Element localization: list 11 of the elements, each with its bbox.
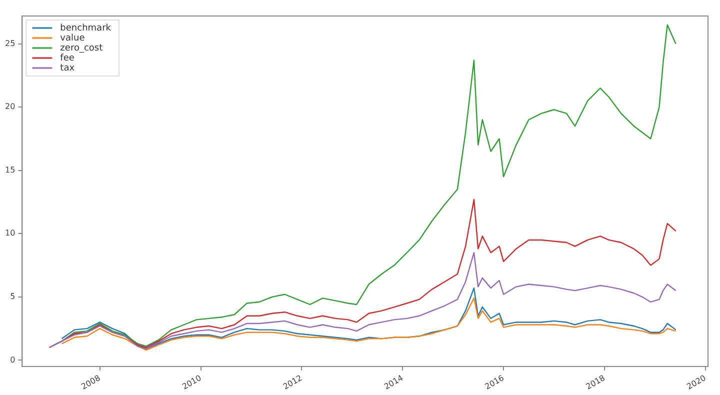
y-tick-label: 20: [4, 102, 16, 112]
legend-label: benchmark: [60, 23, 112, 34]
legend-label: value: [60, 33, 86, 44]
y-tick-label: 5: [10, 292, 16, 301]
legend-label: tax: [60, 63, 76, 74]
legend-label: zero_cost: [60, 43, 104, 54]
y-tick-label: 15: [4, 165, 16, 174]
y-tick-label: 10: [4, 228, 16, 238]
y-tick-label: 0: [10, 355, 16, 364]
y-tick-label: 25: [4, 38, 16, 48]
legend-label: fee: [60, 53, 75, 64]
